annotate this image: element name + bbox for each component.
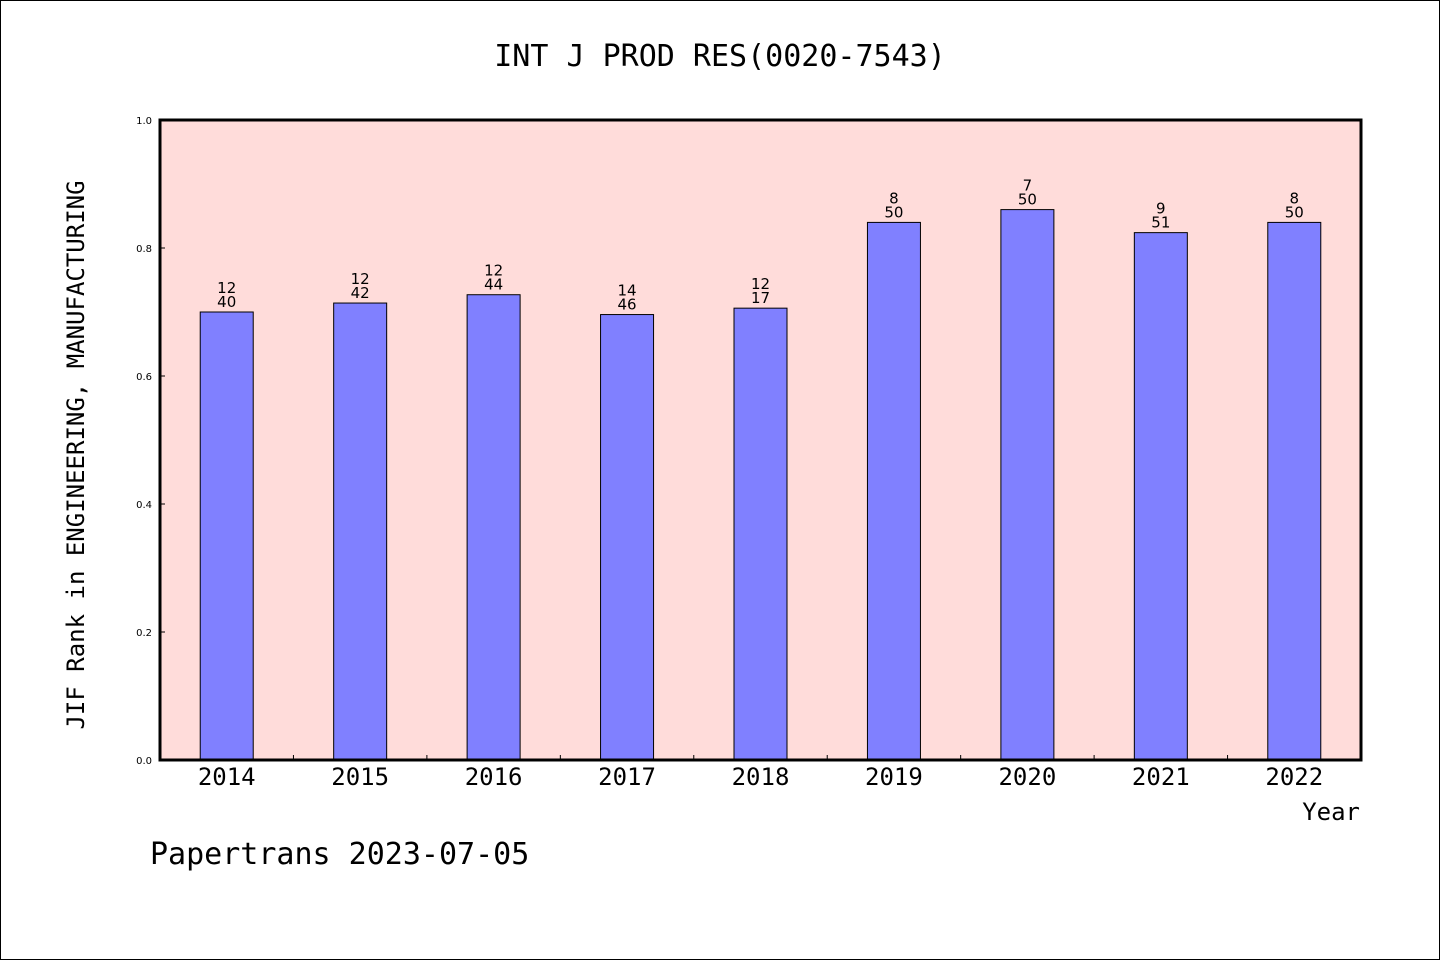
y-tick-label: 0.4 xyxy=(136,500,152,511)
bar-2021 xyxy=(1133,232,1188,761)
bar-2022 xyxy=(1267,221,1322,761)
x-tick-label: 2018 xyxy=(732,763,790,791)
x-tick-label: 2014 xyxy=(198,763,256,791)
x-tick-label: 2019 xyxy=(865,763,923,791)
x-axis-label: Year xyxy=(1302,798,1360,826)
bar-2017 xyxy=(600,314,655,761)
bar-2018 xyxy=(733,307,788,761)
bar-label-rank: 12 xyxy=(484,262,503,280)
y-tick-label: 0.8 xyxy=(136,244,152,255)
y-tick-label: 0.6 xyxy=(136,372,152,383)
bar-label-total: 17 xyxy=(751,289,770,307)
y-tick-label: 0.2 xyxy=(136,628,152,639)
footer-credit: Papertrans 2023-07-05 xyxy=(150,837,529,872)
bar-label-rank: 9 xyxy=(1156,200,1166,218)
bar-label-rank: 14 xyxy=(618,282,637,300)
bar-label-total: 42 xyxy=(351,284,370,302)
plot-border xyxy=(158,118,1363,762)
bar-2015 xyxy=(333,302,388,761)
chart-title: INT J PROD RES(0020-7543) xyxy=(494,39,946,74)
bar-label-rank: 8 xyxy=(1290,189,1300,207)
bar-label-total: 50 xyxy=(1018,191,1037,209)
bar-label-total: 50 xyxy=(1285,203,1304,221)
x-tick-label: 2017 xyxy=(598,763,656,791)
bar-label-total: 51 xyxy=(1151,214,1170,232)
y-tick-label: 0.0 xyxy=(136,756,152,767)
y-tick-label: 1.0 xyxy=(136,116,152,127)
x-tick-label: 2016 xyxy=(465,763,523,791)
bar-label-total: 50 xyxy=(884,203,903,221)
bar-label-total: 44 xyxy=(484,276,503,294)
bar-label-rank: 8 xyxy=(889,189,899,207)
bar-2016 xyxy=(466,294,521,761)
bar-2019 xyxy=(866,221,921,761)
bar-label-total: 46 xyxy=(618,296,637,314)
x-axis-ticks: 2014 2015 2016 2017 2018 2019 2020 2021 2022 xyxy=(198,755,1323,791)
bar-2014 xyxy=(199,311,254,761)
bar-label-total: 40 xyxy=(217,293,236,311)
x-tick-label: 2015 xyxy=(331,763,389,791)
bar-label-rank: 12 xyxy=(217,279,236,297)
bar-label-rank: 12 xyxy=(351,270,370,288)
y-axis-label: JIF Rank in ENGINEERING, MANUFACTURING xyxy=(62,180,90,729)
x-tick-label: 2022 xyxy=(1265,763,1323,791)
bar-label-rank: 12 xyxy=(751,275,770,293)
bar-2020 xyxy=(1000,209,1055,761)
bar-label-rank: 7 xyxy=(1023,177,1033,195)
x-tick-label: 2021 xyxy=(1132,763,1190,791)
x-tick-label: 2020 xyxy=(998,763,1056,791)
